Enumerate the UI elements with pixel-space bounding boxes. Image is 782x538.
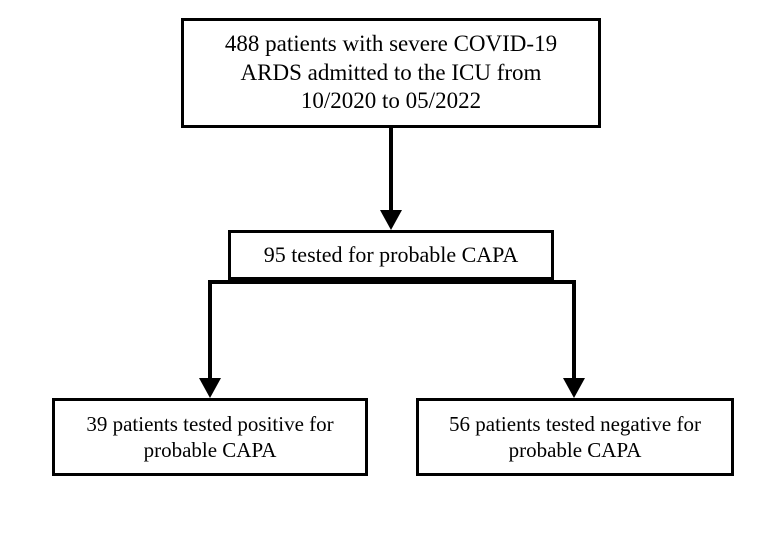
line: ARDS admitted to the ICU from bbox=[241, 60, 542, 85]
line: 56 patients tested negative for bbox=[449, 412, 701, 436]
node-negative: 56 patients tested negative for probable… bbox=[416, 398, 734, 476]
edge-top-to-middle bbox=[389, 128, 393, 210]
edge-middle-to-left bbox=[208, 280, 212, 378]
node-negative-text: 56 patients tested negative for probable… bbox=[449, 411, 701, 464]
flowchart-canvas: 488 patients with severe COVID-19 ARDS a… bbox=[0, 0, 782, 538]
line: 488 patients with severe COVID-19 bbox=[225, 31, 557, 56]
node-positive: 39 patients tested positive for probable… bbox=[52, 398, 368, 476]
edge-middle-to-right bbox=[572, 280, 576, 378]
node-tested: 95 tested for probable CAPA bbox=[228, 230, 554, 280]
line: 95 tested for probable CAPA bbox=[264, 242, 519, 267]
line: 39 patients tested positive for bbox=[86, 412, 333, 436]
node-cohort-text: 488 patients with severe COVID-19 ARDS a… bbox=[225, 30, 557, 116]
line: probable CAPA bbox=[509, 438, 642, 462]
arrowhead-icon bbox=[380, 210, 402, 230]
line: probable CAPA bbox=[144, 438, 277, 462]
node-tested-text: 95 tested for probable CAPA bbox=[264, 241, 519, 269]
arrowhead-icon bbox=[563, 378, 585, 398]
arrowhead-icon bbox=[199, 378, 221, 398]
node-positive-text: 39 patients tested positive for probable… bbox=[86, 411, 333, 464]
edge-split-horizontal bbox=[208, 280, 576, 284]
node-cohort: 488 patients with severe COVID-19 ARDS a… bbox=[181, 18, 601, 128]
line: 10/2020 to 05/2022 bbox=[301, 88, 481, 113]
